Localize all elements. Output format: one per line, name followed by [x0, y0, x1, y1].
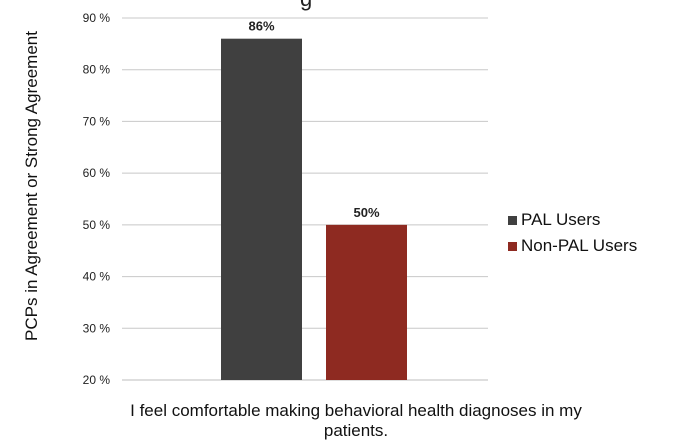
chart-title-fragment: g [300, 0, 312, 12]
y-tick-label: 30 % [83, 321, 111, 335]
y-tick-label: 70 % [83, 114, 111, 128]
y-tick-label: 60 % [83, 166, 111, 180]
legend-swatch-non-pal-users [508, 241, 517, 251]
bar-pal-users [221, 38, 302, 380]
y-axis-label: PCPs in Agreement or Strong Agreement [22, 31, 41, 341]
legend-swatch-pal-users [508, 215, 517, 225]
bars [221, 38, 407, 380]
y-axis-ticks: 20 % 30 % 40 % 50 % 60 % 70 % 80 % 90 % [83, 11, 111, 387]
x-axis-label: I feel comfortable making behavioral hea… [130, 401, 582, 440]
y-tick-label: 20 % [83, 373, 111, 387]
legend-item-non-pal-users: Non-PAL Users [508, 233, 637, 259]
data-label-non-pal-users: 50% [353, 205, 379, 220]
legend-label-pal-users: PAL Users [521, 210, 601, 229]
legend: PAL Users Non-PAL Users [508, 207, 637, 259]
data-label-pal-users: 86% [248, 19, 274, 34]
data-labels: 86% 50% [248, 19, 379, 220]
legend-item-pal-users: PAL Users [508, 207, 637, 233]
gridlines [122, 17, 488, 381]
y-tick-label: 90 % [83, 11, 111, 25]
y-tick-label: 50 % [83, 218, 111, 232]
y-tick-label: 40 % [83, 270, 111, 284]
legend-label-non-pal-users: Non-PAL Users [521, 236, 638, 255]
y-tick-label: 80 % [83, 63, 111, 77]
bar-non-pal-users [326, 224, 407, 380]
